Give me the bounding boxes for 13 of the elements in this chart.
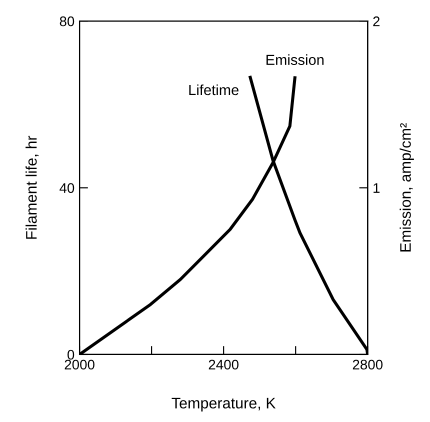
y-tick-label: 80 <box>60 16 74 26</box>
y-axis-title: Filament life, hr <box>26 136 39 239</box>
x-axis-title: Temperature, K <box>172 398 276 412</box>
series-label: Lifetime <box>189 84 238 96</box>
series-label: Emission <box>266 54 324 66</box>
y-tick-label: 0 <box>68 350 74 360</box>
y2-tick-label: 2 <box>373 16 380 26</box>
x-tick-label: 2400 <box>208 360 239 370</box>
y2-axis-title: Emission, amp/cm² <box>400 123 414 252</box>
y2-tick-label: 1 <box>374 183 380 193</box>
x-tick-label: 2000 <box>64 360 94 370</box>
x-tick-label: 2800 <box>352 360 383 370</box>
y-tick-label: 40 <box>60 183 74 193</box>
